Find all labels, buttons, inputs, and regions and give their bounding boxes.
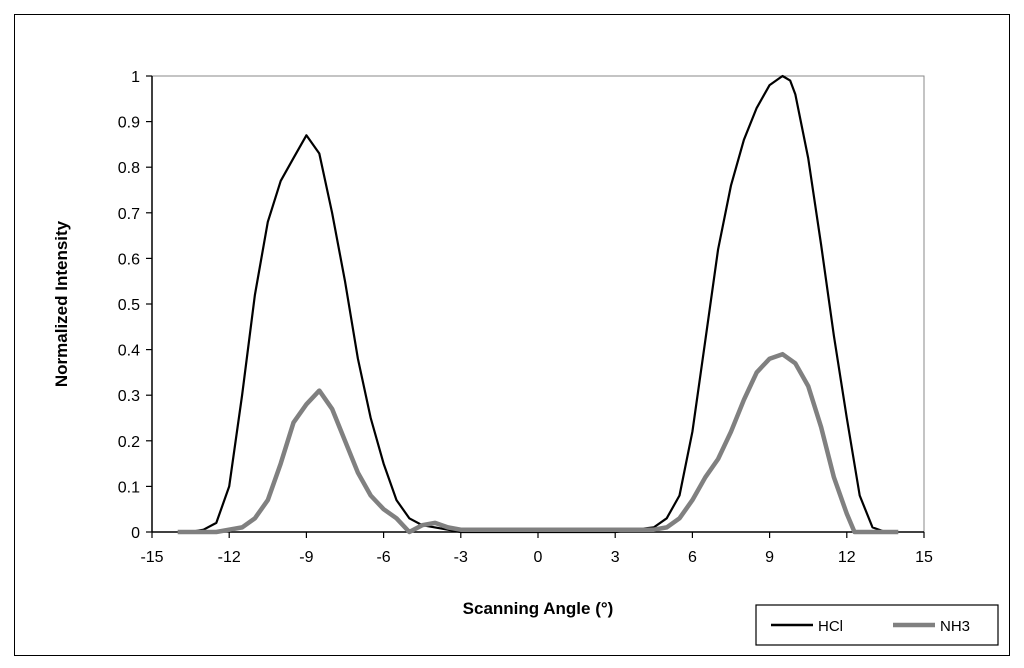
axes-layer: -15 -12 -9 -6 -3 0 3 6 9 12 15 0 0.1 0.2 0.3 0.4 0.5 0.6 0… (118, 69, 933, 566)
y-tick-label: 0.7 (118, 206, 140, 223)
chart-svg: -15 -12 -9 -6 -3 0 3 6 9 12 15 0 0.1 0.2 0.3 0.4 0.5 0.6 0… (52, 69, 999, 646)
x-axis-title: Scanning Angle (°) (463, 599, 614, 618)
y-tick-label: 0.9 (118, 115, 140, 132)
y-tick-label: 0.8 (118, 160, 140, 177)
x-tick-label: 0 (534, 549, 543, 566)
plot-area (151, 75, 925, 533)
y-tick-label: 0.3 (118, 388, 140, 405)
x-tick-label: 3 (611, 549, 620, 566)
y-tick-label: 0.5 (118, 297, 140, 314)
legend: HCl NH3 (755, 604, 999, 646)
x-tick-label: 12 (838, 549, 856, 566)
y-tick-label: 0.1 (118, 479, 140, 496)
chart-frame: -15 -12 -9 -6 -3 0 3 6 9 12 15 0 0.1 0.2 0.3 0.4 0.5 0.6 0… (14, 14, 1010, 656)
x-tick-label: -9 (299, 549, 313, 566)
x-tick-label: 15 (915, 549, 933, 566)
y-tick-label: 0.6 (118, 251, 140, 268)
y-tick-label: 0.4 (118, 343, 140, 360)
series-layer (177, 74, 899, 535)
y-axis-title: Normalized Intensity (52, 220, 71, 387)
series-line-nh3 (177, 351, 899, 535)
x-tick-label: 9 (765, 549, 774, 566)
legend-label-nh3: NH3 (940, 618, 970, 635)
x-tick-label: -3 (454, 549, 468, 566)
legend-label-hcl: HCl (818, 618, 843, 635)
y-tick-label: 1 (131, 69, 140, 86)
x-tick-label: 6 (688, 549, 697, 566)
x-tick-label: -6 (376, 549, 390, 566)
x-tick-label: -15 (140, 549, 163, 566)
y-tick-label: 0.2 (118, 434, 140, 451)
x-tick-label: -12 (218, 549, 241, 566)
series-line-hcl (190, 74, 886, 534)
y-tick-label: 0 (131, 525, 140, 542)
